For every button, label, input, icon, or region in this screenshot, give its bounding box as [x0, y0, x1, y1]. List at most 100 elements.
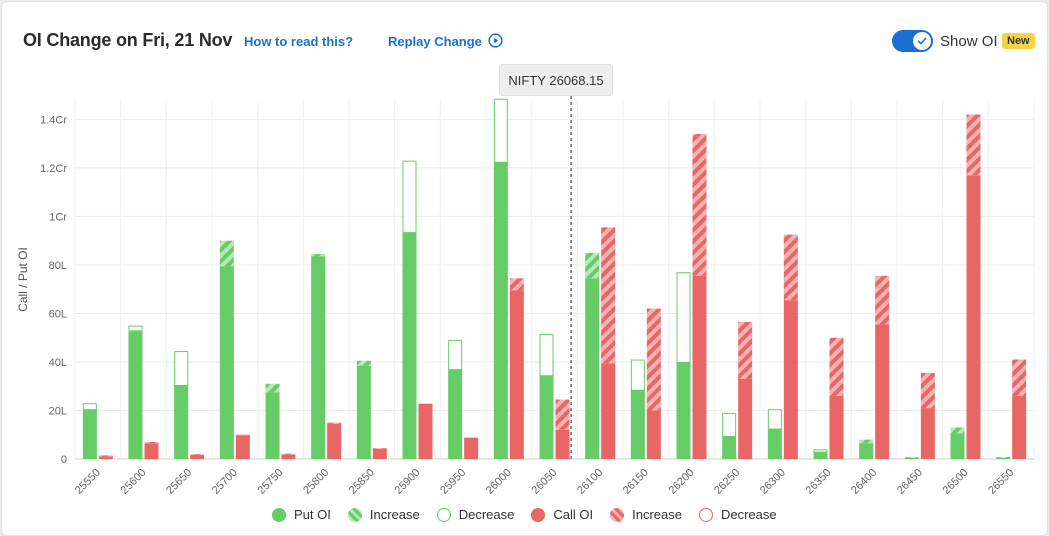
- legend-label: Put OI: [294, 507, 331, 522]
- legend-swatch: [531, 507, 546, 522]
- x-tick-label: 25700: [210, 467, 240, 497]
- call-increase-bar: [372, 448, 387, 449]
- call-increase-bar: [829, 337, 844, 396]
- call-oi-bar: [555, 429, 570, 459]
- legend-item[interactable]: Call OI: [531, 507, 593, 522]
- x-tick-label: 25650: [164, 467, 194, 497]
- call-oi-bar: [601, 363, 616, 459]
- call-oi-bar: [509, 290, 524, 459]
- call-increase-bar: [738, 321, 753, 379]
- show-oi-toggle[interactable]: [892, 30, 933, 52]
- x-tick-label: 26400: [849, 467, 879, 497]
- x-tick-label: 25600: [119, 467, 149, 497]
- legend-swatch: [698, 507, 713, 522]
- call-increase-bar: [281, 453, 296, 455]
- put-increase-bar: [859, 439, 874, 444]
- x-tick-label: 26050: [530, 467, 560, 497]
- x-tick-label: 26100: [575, 467, 605, 497]
- put-oi-bar: [219, 266, 234, 459]
- call-oi-bar: [875, 324, 890, 459]
- check-icon: [917, 37, 927, 45]
- legend-item[interactable]: Put OI: [272, 507, 331, 522]
- spot-price-tooltip: NIFTY 26068.15: [499, 64, 613, 96]
- put-oi-bar: [539, 375, 554, 459]
- put-oi-bar: [585, 278, 600, 459]
- legend-label: Increase: [369, 507, 420, 522]
- put-increase-bar: [585, 252, 600, 279]
- call-oi-bar: [920, 408, 935, 459]
- y-tick-label: 80L: [49, 260, 67, 272]
- y-tick-label: 1Cr: [49, 211, 67, 223]
- call-oi-bar: [235, 435, 250, 459]
- x-tick-label: 26300: [758, 467, 788, 497]
- call-increase-bar: [966, 114, 981, 176]
- call-oi-bar: [1012, 395, 1027, 459]
- put-oi-bar: [82, 409, 97, 459]
- chart-legend: Put OI Increase Decrease Call OI Increase Dec…: [272, 507, 794, 522]
- call-increase-bar: [1012, 359, 1027, 396]
- page-title: OI Change on Fri, 21 Nov: [23, 30, 233, 50]
- put-decrease-bar: [128, 325, 143, 332]
- x-tick-label: 25850: [347, 467, 377, 497]
- put-increase-bar: [950, 427, 965, 434]
- how-to-read-link[interactable]: How to read this?: [244, 34, 354, 49]
- x-tick-label: 25950: [438, 467, 468, 497]
- legend-item[interactable]: Increase: [347, 507, 420, 522]
- call-oi-bar: [646, 410, 661, 459]
- call-oi-bar: [829, 395, 844, 459]
- x-tick-label: 26200: [667, 467, 697, 497]
- legend-swatch: [436, 507, 451, 522]
- y-tick-label: 0: [61, 454, 67, 466]
- call-oi-bar: [327, 423, 342, 459]
- show-oi-label: Show OI: [940, 33, 998, 50]
- replay-change-link[interactable]: Replay Change: [388, 34, 482, 49]
- call-oi-bar: [783, 300, 798, 459]
- put-decrease-bar: [676, 272, 691, 363]
- x-tick-label: 25550: [73, 467, 103, 497]
- call-increase-bar: [555, 399, 570, 430]
- put-oi-bar: [311, 256, 326, 459]
- legend-label: Decrease: [458, 507, 515, 522]
- x-tick-label: 26000: [484, 467, 514, 497]
- put-increase-bar: [265, 383, 280, 393]
- put-oi-bar: [904, 457, 919, 459]
- put-decrease-bar: [493, 98, 508, 163]
- y-tick-label: 1.2Cr: [40, 163, 67, 175]
- call-increase-bar: [875, 275, 890, 325]
- call-oi-bar: [144, 443, 159, 459]
- put-decrease-bar: [174, 351, 189, 387]
- put-decrease-bar: [722, 412, 737, 437]
- put-decrease-bar: [767, 409, 782, 430]
- legend-item[interactable]: Increase: [610, 507, 682, 522]
- y-tick-label: 1.4Cr: [40, 114, 67, 126]
- call-increase-bar: [692, 133, 707, 276]
- call-increase-bar: [920, 372, 935, 409]
- play-circle-icon[interactable]: [488, 33, 503, 48]
- put-oi-bar: [448, 369, 463, 459]
- legend-item[interactable]: Decrease: [698, 507, 777, 522]
- x-tick-label: 26350: [804, 467, 834, 497]
- put-increase-bar: [219, 240, 234, 267]
- call-increase-bar: [327, 422, 342, 424]
- oi-bar-chart: 0 20L 40L 60L 80L 1Cr 1.2Cr 1.4Cr Call / Put OI 2…: [16, 96, 1035, 497]
- x-tick-label: 26150: [621, 467, 651, 497]
- put-oi-bar: [813, 451, 828, 459]
- call-increase-bar: [98, 455, 113, 457]
- put-decrease-bar: [539, 334, 554, 377]
- x-tick-label: 26450: [895, 467, 925, 497]
- spot-price-text: NIFTY 26068.15: [508, 72, 604, 88]
- call-oi-bar: [738, 378, 753, 459]
- put-oi-bar: [356, 365, 371, 459]
- call-increase-bar: [646, 308, 661, 411]
- call-increase-bar: [509, 278, 524, 291]
- call-oi-bar: [464, 437, 479, 459]
- legend-item[interactable]: Decrease: [436, 507, 515, 522]
- put-increase-bar: [996, 457, 1011, 459]
- x-tick-label: 25900: [393, 467, 423, 497]
- put-oi-bar: [174, 385, 189, 459]
- x-tick-label: 26500: [941, 467, 971, 497]
- call-oi-bar: [190, 454, 205, 459]
- call-oi-bar: [281, 454, 296, 459]
- put-decrease-bar: [402, 160, 417, 234]
